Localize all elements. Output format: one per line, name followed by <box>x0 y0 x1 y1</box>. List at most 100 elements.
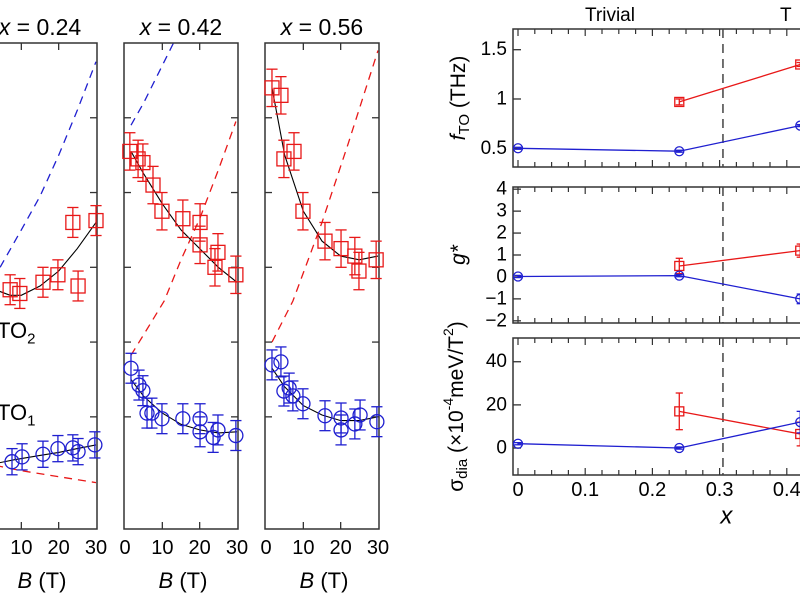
to2-data-point <box>273 75 289 115</box>
to2-data-point <box>795 59 800 70</box>
to1-data-point <box>192 416 208 448</box>
y-axis-label: σdia (×10-4meV/T2) <box>440 321 471 492</box>
circle-marker <box>512 438 524 449</box>
square-marker <box>674 406 685 417</box>
to1-data-point <box>285 380 301 412</box>
square-marker <box>154 203 170 219</box>
square-marker <box>795 59 800 70</box>
panel-frame <box>512 337 800 476</box>
x-tick-label: 30 <box>226 537 248 559</box>
to2-data-point <box>35 266 51 298</box>
to2-data-point <box>122 132 138 171</box>
square-marker <box>286 143 302 160</box>
circle-marker <box>4 454 20 470</box>
to2-data-point <box>674 392 685 431</box>
x-axis-label: B (T) <box>159 568 208 593</box>
to2-data-point <box>795 243 800 258</box>
x-tick-label: 20 <box>330 537 352 559</box>
square-marker <box>674 260 685 272</box>
y-tick-label: 3 <box>496 201 507 222</box>
to1-data-point <box>154 403 170 435</box>
circle-marker <box>65 440 81 456</box>
square-marker <box>135 154 151 171</box>
to1-line <box>517 124 800 152</box>
circle-marker <box>285 388 301 404</box>
circle-marker <box>228 427 244 444</box>
x-tick-label: 20 <box>189 537 211 559</box>
y-tick-label: −1 <box>485 288 507 309</box>
to1-data-point <box>674 270 685 281</box>
x-tick-label: 30 <box>367 537 389 559</box>
to1-data-point <box>50 434 66 463</box>
y-tick-label: 4 <box>496 179 507 200</box>
to2-data-point <box>175 199 191 239</box>
to1-data-point <box>317 400 333 432</box>
square-marker <box>795 245 800 256</box>
circle-marker <box>273 354 289 370</box>
to1-data-point <box>205 421 221 454</box>
label-to1: TO1 <box>0 400 36 429</box>
panel-frame <box>123 42 239 530</box>
to2-data-point <box>674 96 685 108</box>
circle-marker <box>123 360 139 376</box>
to1-sub: 1 <box>27 412 36 430</box>
label-trivial: Trivial <box>585 5 635 26</box>
to2-data-point <box>674 257 685 275</box>
x-tick-label: 10 <box>292 537 314 559</box>
model-dashed-line <box>0 465 97 484</box>
to1-data-point <box>264 349 280 381</box>
to2-data-point <box>207 247 223 287</box>
circle-marker <box>50 440 66 457</box>
panel-frame <box>264 42 380 530</box>
square-marker <box>50 267 66 283</box>
model-dashed-line <box>130 121 237 356</box>
square-marker <box>65 214 81 231</box>
circle-marker <box>795 120 800 131</box>
to1-data-point <box>347 408 363 440</box>
square-marker <box>88 212 104 229</box>
y-tick-label: 2 <box>496 223 507 244</box>
square-marker <box>295 203 311 219</box>
circle-marker <box>175 411 191 427</box>
x-tick-label: 0 <box>260 537 271 559</box>
x-axis-label: B (T) <box>18 568 67 593</box>
circle-marker <box>295 396 311 412</box>
panel-frame <box>512 186 800 324</box>
y-tick-label: 0 <box>496 266 507 287</box>
to2-data-point <box>145 165 161 205</box>
circle-marker <box>369 414 385 430</box>
to2-data-point <box>351 251 367 291</box>
to1-data-point <box>512 438 524 449</box>
y-tick-label: 1 <box>496 88 507 109</box>
x-tick-label: 30 <box>85 537 107 559</box>
to1-data-point <box>333 414 349 446</box>
to2-data-point <box>50 259 66 291</box>
to2-data-point <box>286 132 302 171</box>
x-axis-label: x <box>719 503 733 530</box>
to1-data-point <box>369 406 385 438</box>
y-tick-label: 20 <box>486 394 507 415</box>
to1-data-point <box>35 440 51 468</box>
square-marker <box>228 267 244 283</box>
to2-line <box>679 249 800 267</box>
panel-frame <box>0 42 98 530</box>
y-tick-label: −2 <box>485 310 507 331</box>
to1-data-point <box>4 447 20 476</box>
circle-marker <box>317 408 333 424</box>
to2-data-point <box>130 139 146 179</box>
square-marker <box>175 211 191 227</box>
circle-marker <box>347 416 363 432</box>
to1-data-point <box>352 399 368 431</box>
to2-data-point <box>88 204 104 237</box>
y-axis-label: g* <box>447 244 470 265</box>
to1-text: TO <box>0 400 28 425</box>
to2-data-point <box>65 206 81 239</box>
model-dashed-line <box>0 61 97 268</box>
to1-data-point <box>123 352 139 384</box>
to1-data-point <box>795 410 800 434</box>
to2-data-point <box>228 255 244 295</box>
to1-data-point <box>674 442 685 454</box>
label-topological: T <box>780 5 792 26</box>
fit-curve <box>271 367 379 422</box>
circle-marker <box>512 143 524 154</box>
